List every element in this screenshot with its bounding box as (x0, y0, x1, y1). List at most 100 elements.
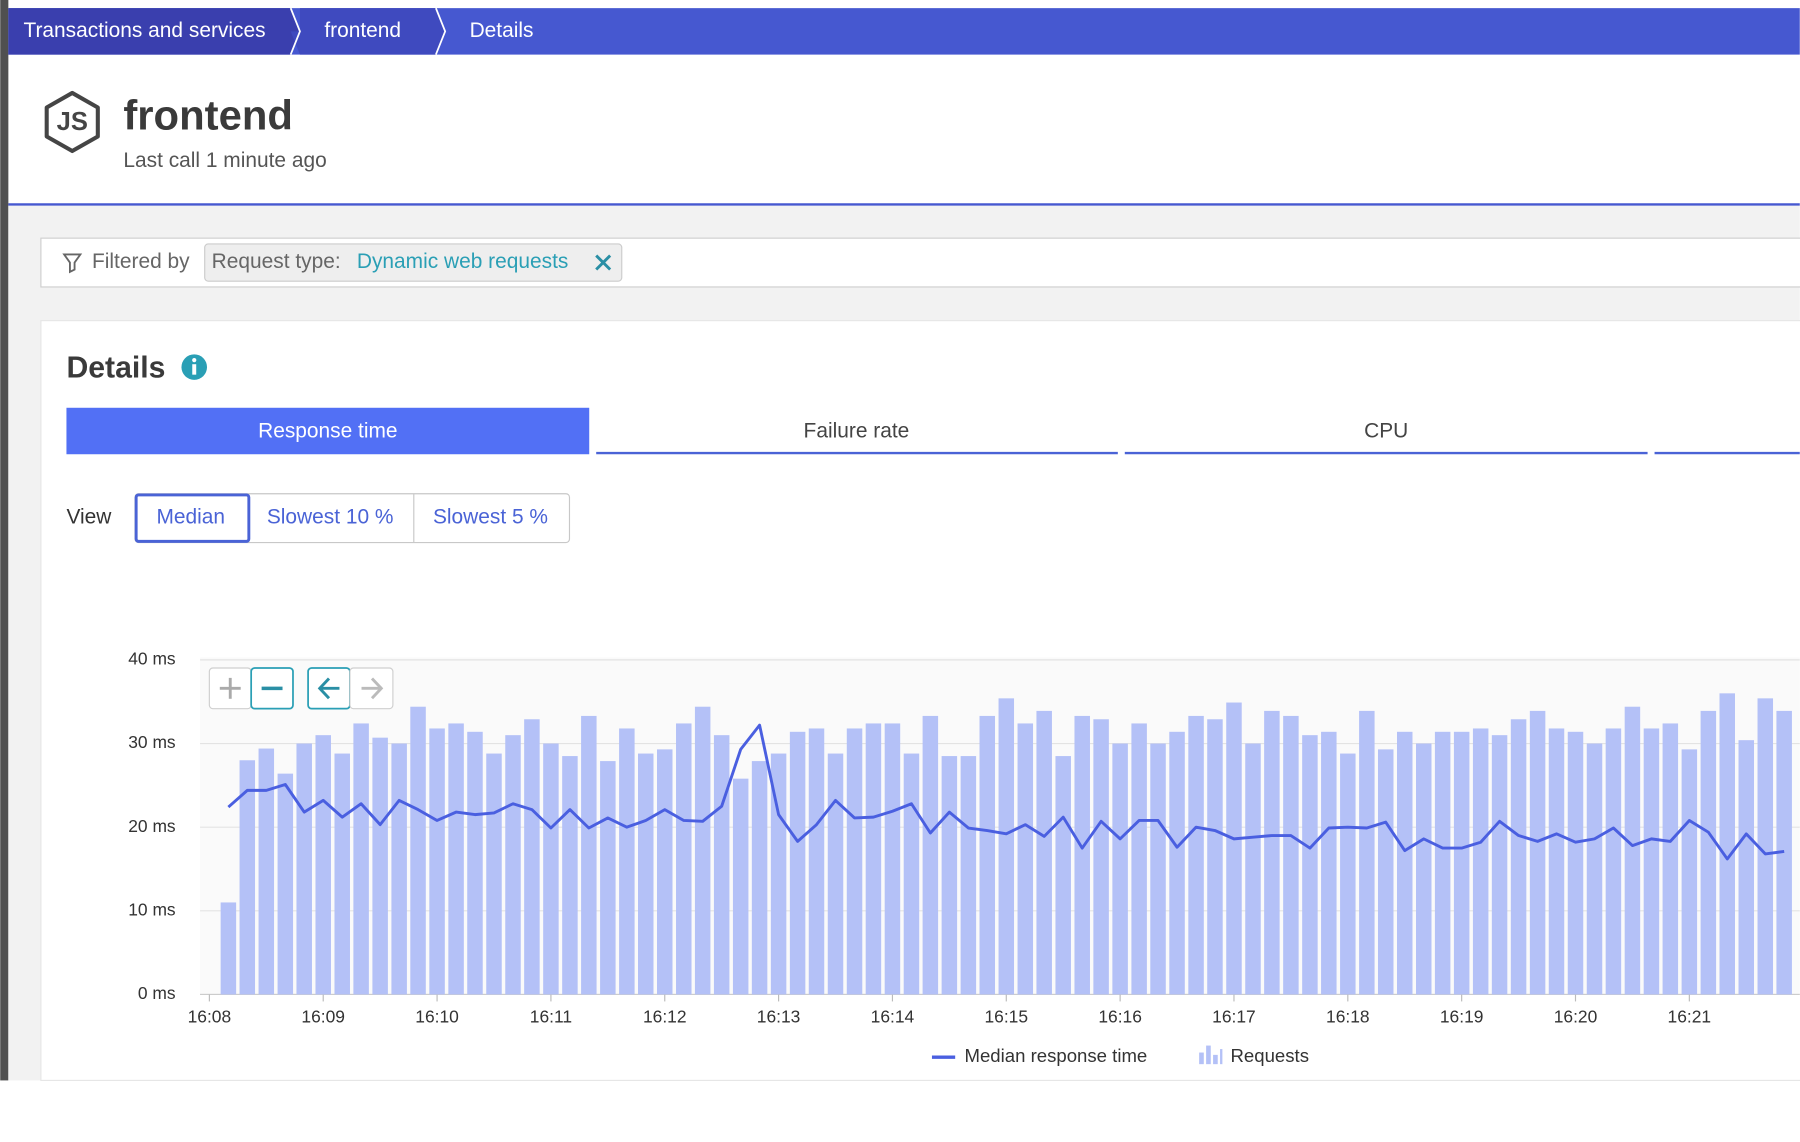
filter-chip[interactable] (204, 243, 623, 282)
bar (277, 773, 294, 995)
filter-chip-key: Request type: (212, 250, 341, 273)
bar (1055, 756, 1071, 995)
bar (1359, 710, 1375, 995)
bar (1112, 743, 1128, 995)
page-title: frontend (123, 92, 293, 139)
info-stem (192, 364, 197, 375)
legend-swatch (1220, 1049, 1223, 1065)
bar (657, 749, 673, 995)
side-strip (0, 0, 9, 1081)
legend-label[interactable]: Requests (1231, 1045, 1309, 1066)
filter-icon (62, 253, 83, 274)
bar (1700, 710, 1717, 995)
breadcrumb-separator (289, 7, 301, 55)
bar (827, 753, 844, 995)
bar (334, 753, 350, 995)
bar (1188, 715, 1204, 995)
x-tick-label: 16:18 (1326, 1006, 1370, 1026)
filter-remove[interactable] (595, 254, 612, 271)
tab-label[interactable]: Response time (258, 420, 397, 443)
bar (619, 728, 635, 995)
bar (1434, 731, 1451, 995)
x-tick-label: 16:16 (1098, 1006, 1142, 1026)
breadcrumb-item[interactable]: frontend (324, 19, 401, 42)
legend: Median response time Requests (931, 1045, 1309, 1066)
bar (903, 753, 920, 995)
filter-chip-value: Dynamic web requests (357, 250, 568, 273)
bar (1093, 719, 1109, 995)
remove-icon (595, 254, 612, 271)
bar (1321, 731, 1337, 995)
bar (941, 756, 958, 995)
bar (1074, 715, 1090, 995)
bar (1245, 743, 1261, 995)
bar (1586, 743, 1603, 995)
bar (1548, 728, 1565, 995)
breadcrumb-segment[interactable] (290, 8, 446, 55)
x-tick-label: 16:19 (1440, 1006, 1484, 1026)
bar (637, 753, 654, 995)
bar (979, 715, 996, 995)
section-title: Details (66, 351, 165, 384)
x-tick-label: 16:09 (301, 1006, 345, 1026)
bar (1264, 710, 1280, 995)
legend-label[interactable]: Median response time (964, 1045, 1147, 1066)
app-icon-label: JS (57, 108, 88, 136)
x-tick-label: 16:21 (1668, 1006, 1712, 1026)
x-tick-label: 16:20 (1554, 1006, 1598, 1026)
breadcrumb-item: Details (470, 19, 534, 42)
view-option[interactable]: Slowest 5 % (433, 506, 548, 529)
bar (1453, 731, 1470, 995)
bar (808, 728, 825, 995)
legend-swatch (1199, 1052, 1204, 1065)
tab-label[interactable]: Failure rate (804, 420, 910, 443)
info-dot (192, 358, 197, 363)
y-tick-label: 10 ms (128, 899, 176, 919)
x-tick-label: 16:10 (415, 1006, 459, 1026)
line (227, 723, 1785, 861)
bar (676, 723, 692, 995)
bar (1662, 723, 1679, 995)
breadcrumb-item[interactable]: Transactions and services (23, 19, 265, 42)
bar (846, 728, 863, 995)
y-tick-label: 0 ms (138, 983, 176, 1003)
view-option-active[interactable] (134, 493, 251, 543)
breadcrumb-segment[interactable] (8, 8, 300, 55)
bar (1340, 753, 1356, 995)
y-tick-label: 20 ms (128, 816, 176, 836)
bar (429, 728, 445, 995)
bar (1036, 710, 1052, 995)
y-tick-label: 40 ms (128, 648, 176, 668)
bar (865, 723, 882, 995)
view-option[interactable]: Median (156, 506, 225, 529)
bar (789, 731, 806, 995)
bar (1302, 735, 1318, 995)
bar (220, 902, 237, 995)
x-tick-label: 16:12 (643, 1006, 687, 1026)
bar (1738, 740, 1755, 995)
view-option[interactable]: Slowest 10 % (267, 506, 394, 529)
bar (543, 743, 559, 995)
tab-label[interactable]: CPU (1364, 420, 1408, 443)
bar (486, 753, 502, 995)
x-tick-label: 16:13 (757, 1006, 801, 1026)
bar (884, 723, 901, 995)
bar (505, 735, 521, 995)
bar (1567, 731, 1584, 995)
tab-active[interactable] (66, 407, 590, 455)
bar (315, 735, 331, 995)
breadcrumb: Transactions and services frontend Detai… (8, 7, 1800, 55)
bar (296, 743, 312, 995)
app-icon (44, 90, 100, 154)
bar (1377, 749, 1394, 995)
bar (1491, 735, 1508, 995)
bar (239, 760, 256, 995)
bar (1396, 731, 1413, 995)
x-tick-label: 16:11 (530, 1006, 572, 1026)
bar (391, 743, 407, 995)
info-icon[interactable] (181, 354, 208, 380)
bar (448, 723, 464, 995)
bar (1416, 743, 1432, 995)
bar (1283, 715, 1299, 995)
